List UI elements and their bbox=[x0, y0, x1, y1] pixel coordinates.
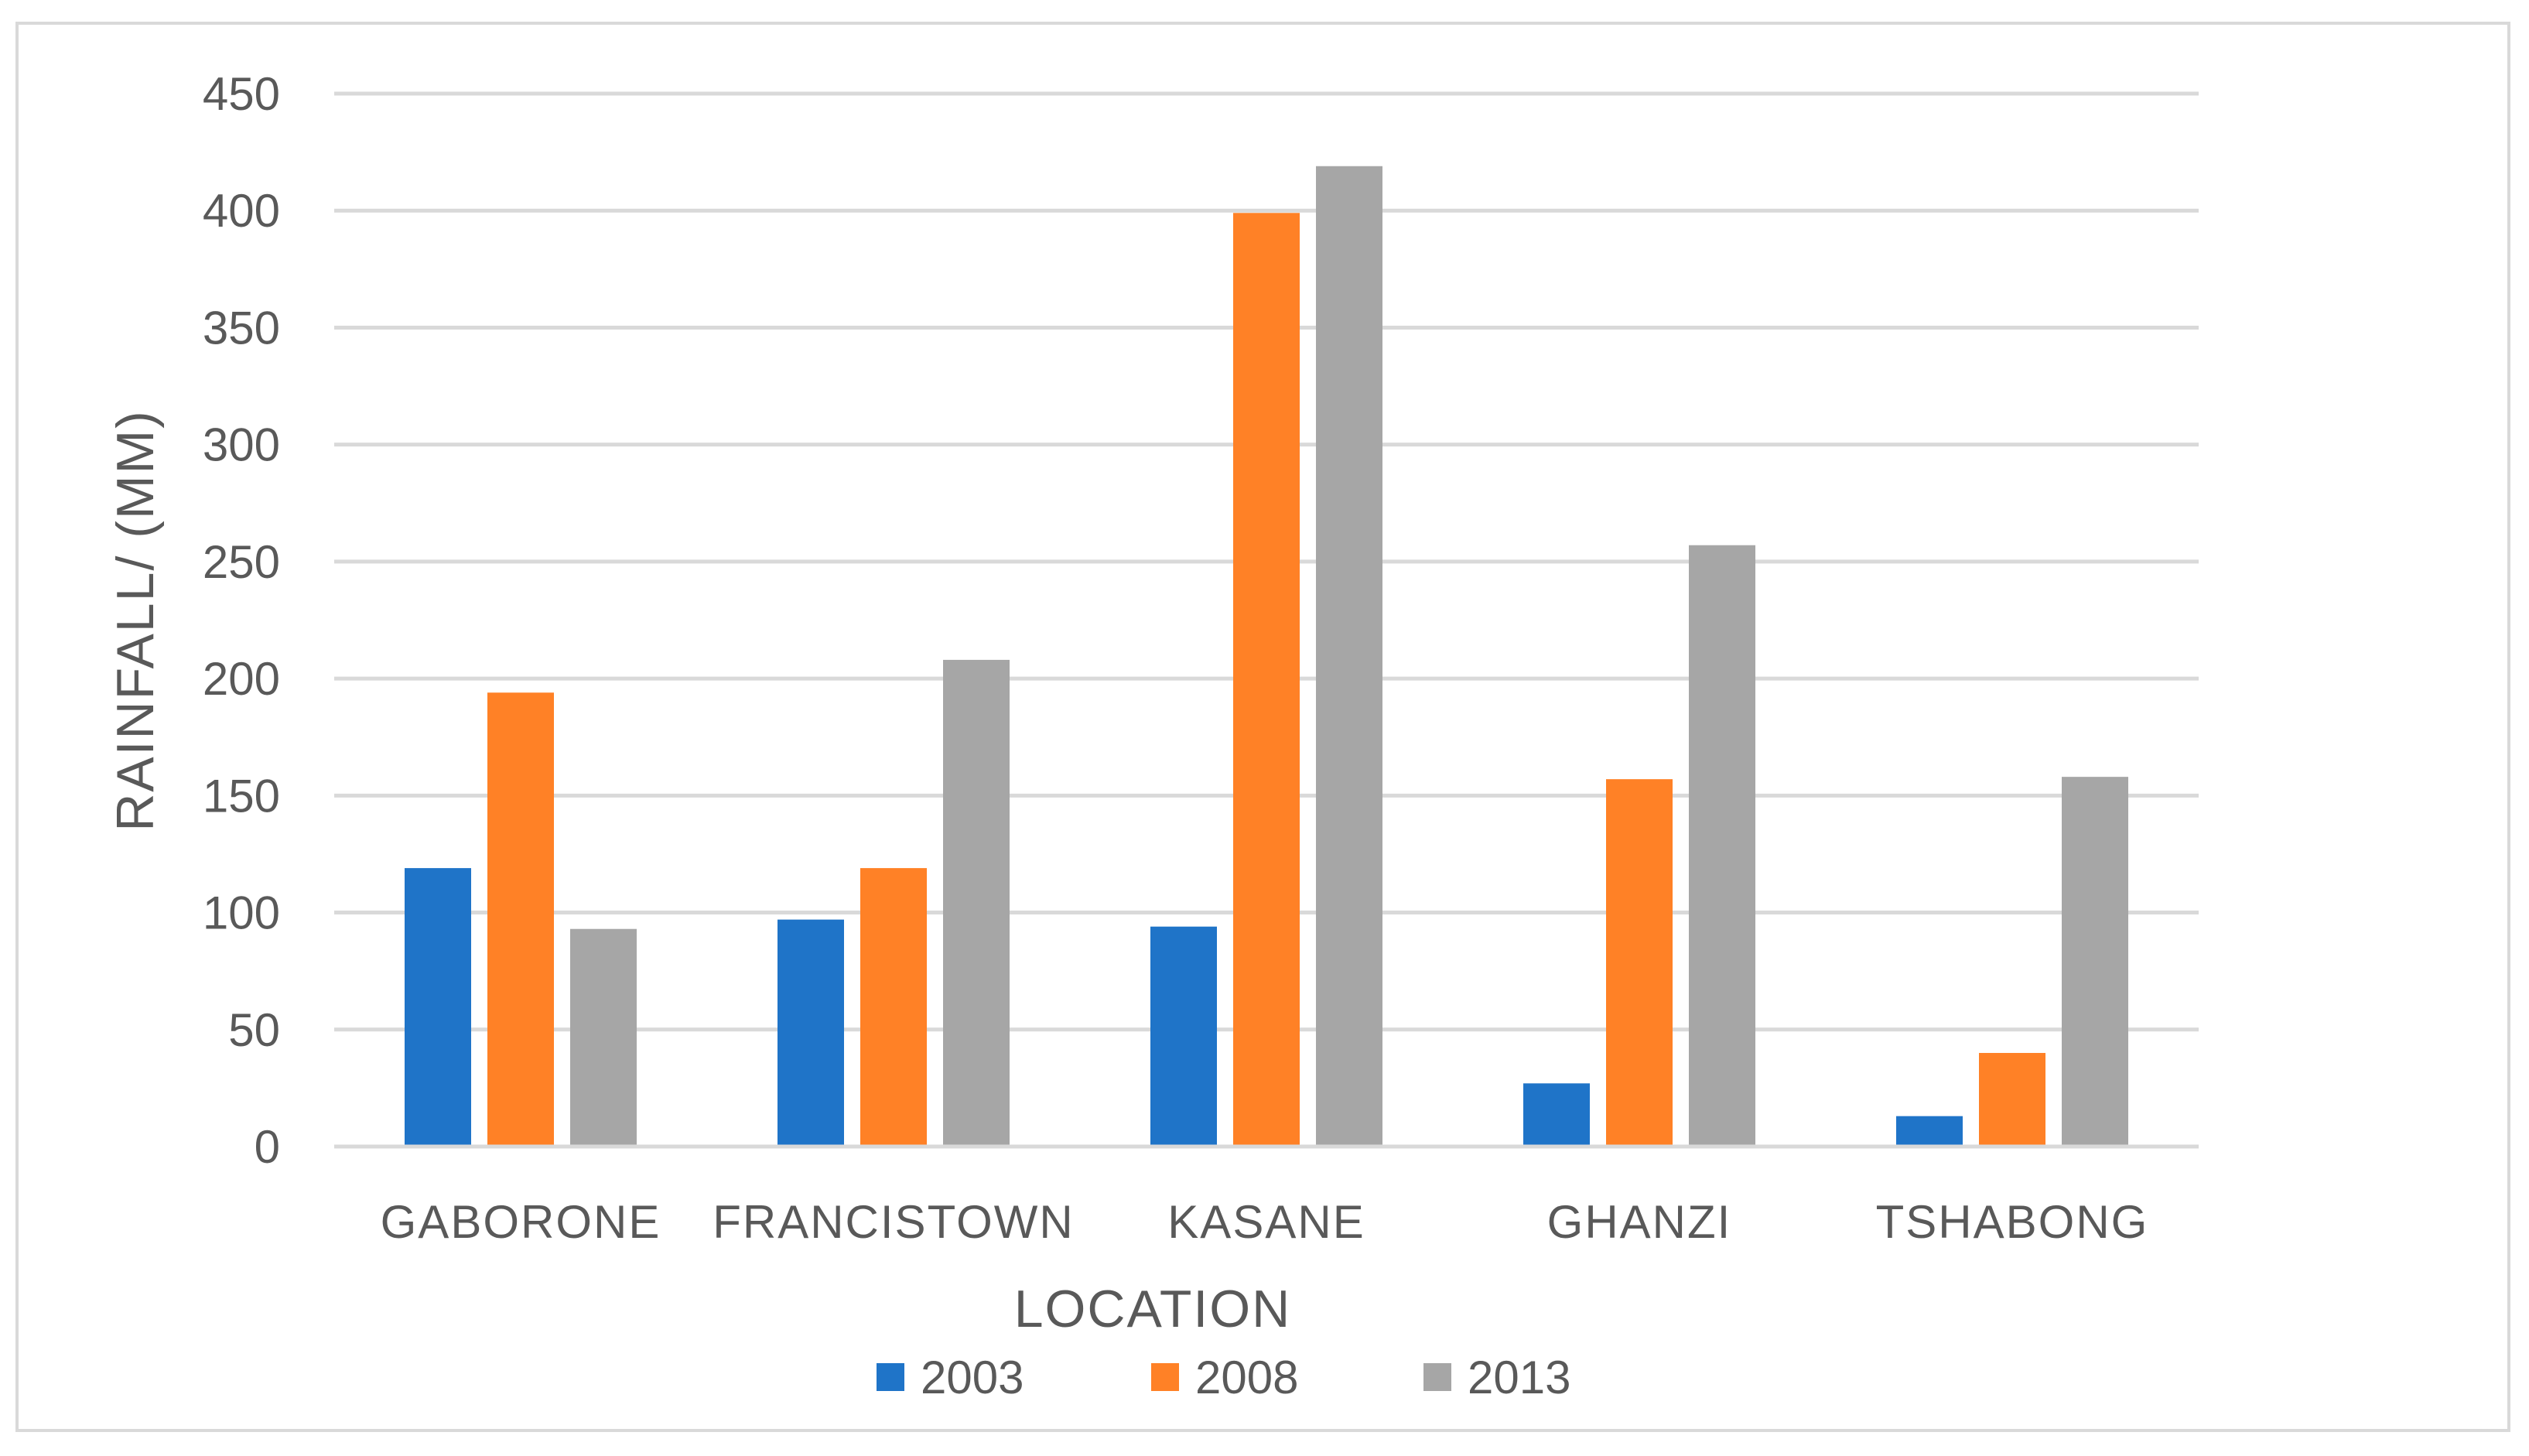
y-tick-label: 50 bbox=[228, 1004, 280, 1056]
bar-2003-kasane bbox=[1150, 926, 1217, 1147]
legend-swatch bbox=[1423, 1363, 1451, 1391]
legend-label: 2003 bbox=[921, 1352, 1024, 1403]
bar-2008-tshabong bbox=[1979, 1053, 2045, 1147]
bar-2003-tshabong bbox=[1896, 1116, 1963, 1147]
y-tick-label: 450 bbox=[203, 68, 280, 120]
bar-2008-ghanzi bbox=[1606, 779, 1673, 1147]
y-axis-ticks: 0 50 100 150 200 250 300 350 400 450 bbox=[203, 68, 280, 1173]
bar-2013-tshabong bbox=[2062, 777, 2128, 1147]
legend-item-2008: 2008 bbox=[1151, 1352, 1298, 1403]
bar-2013-kasane bbox=[1316, 166, 1382, 1147]
category-label: TSHABONG bbox=[1876, 1196, 2149, 1248]
y-tick-label: 100 bbox=[203, 887, 280, 939]
bar-2008-francistown bbox=[860, 868, 927, 1147]
bar-2008-kasane bbox=[1233, 213, 1300, 1147]
legend-swatch bbox=[1151, 1363, 1179, 1391]
bar-2003-ghanzi bbox=[1523, 1083, 1590, 1147]
category-label: GABORONE bbox=[381, 1196, 661, 1248]
bar-2013-ghanzi bbox=[1689, 545, 1755, 1147]
x-axis-title: LOCATION bbox=[1014, 1280, 1292, 1338]
legend: 2003 2008 2013 bbox=[877, 1352, 1570, 1403]
bar-2003-francistown bbox=[777, 919, 844, 1147]
bar-2013-gaborone bbox=[570, 928, 637, 1147]
bar-2003-gaborone bbox=[405, 868, 471, 1147]
y-axis-title: RAINFALL/ (MM) bbox=[106, 409, 165, 832]
category-labels: GABORONE FRANCISTOWN KASANE GHANZI TSHABONG bbox=[381, 1196, 2149, 1248]
y-tick-label: 150 bbox=[203, 770, 280, 822]
y-tick-label: 0 bbox=[255, 1121, 280, 1173]
y-tick-label: 200 bbox=[203, 653, 280, 705]
legend-label: 2013 bbox=[1468, 1352, 1570, 1403]
bar-2013-francistown bbox=[943, 659, 1010, 1147]
y-tick-label: 300 bbox=[203, 419, 280, 471]
category-label: KASANE bbox=[1167, 1196, 1365, 1248]
bar-2008-gaborone bbox=[487, 692, 554, 1147]
legend-swatch bbox=[877, 1363, 904, 1391]
category-label: FRANCISTOWN bbox=[713, 1196, 1075, 1248]
y-tick-label: 400 bbox=[203, 185, 280, 237]
legend-item-2003: 2003 bbox=[877, 1352, 1024, 1403]
y-tick-label: 250 bbox=[203, 536, 280, 588]
category-label: GHANZI bbox=[1547, 1196, 1732, 1248]
legend-item-2013: 2013 bbox=[1423, 1352, 1570, 1403]
legend-label: 2008 bbox=[1195, 1352, 1298, 1403]
bars bbox=[405, 166, 2128, 1147]
y-tick-label: 350 bbox=[203, 302, 280, 354]
